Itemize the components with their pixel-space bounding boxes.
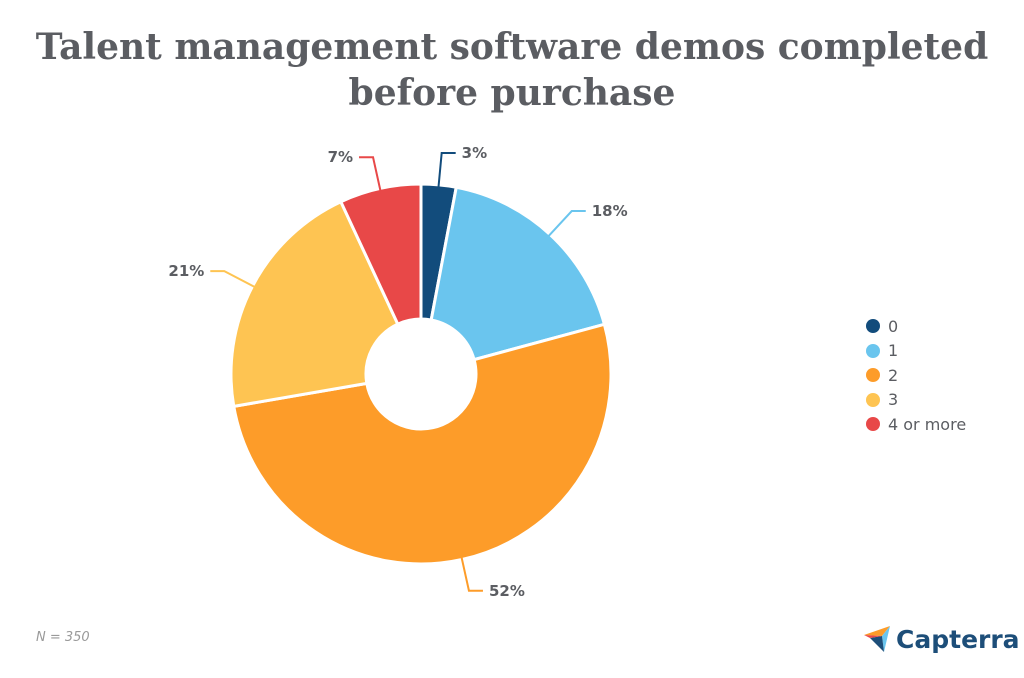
legend-swatch bbox=[866, 343, 880, 358]
data-label: 3% bbox=[462, 144, 487, 162]
slice-2 bbox=[232, 322, 613, 566]
legend-label: 0 bbox=[888, 316, 899, 336]
legend-swatch bbox=[866, 368, 880, 383]
chart-title: Talent management software demos complet… bbox=[35, 26, 989, 114]
capterra-logo: Capterra bbox=[862, 624, 1020, 654]
data-label: 18% bbox=[592, 202, 628, 220]
data-label: 21% bbox=[168, 262, 204, 280]
legend-swatch bbox=[866, 392, 880, 407]
legend-label: 1 bbox=[888, 341, 899, 361]
brand-name: Capterra bbox=[896, 624, 1020, 654]
legend-item: 0 bbox=[866, 314, 966, 339]
sample-size-note: N = 350 bbox=[36, 630, 90, 645]
legend-item: 1 bbox=[866, 339, 966, 364]
leader-line bbox=[546, 210, 586, 239]
leader-line bbox=[460, 555, 483, 592]
legend-item: 3 bbox=[866, 388, 966, 413]
legend-label: 3 bbox=[888, 390, 899, 410]
legend-label: 4 or more bbox=[888, 414, 967, 434]
slice-3 bbox=[229, 199, 400, 409]
legend-swatch bbox=[866, 417, 880, 432]
leader-line bbox=[359, 156, 382, 193]
leader-line bbox=[210, 270, 257, 289]
legend-item: 4 or more bbox=[866, 412, 966, 437]
leader-line bbox=[437, 151, 456, 189]
legend-label: 2 bbox=[888, 365, 899, 385]
data-label: 7% bbox=[328, 148, 353, 166]
slice-1 bbox=[429, 185, 607, 362]
capterra-logo-icon bbox=[864, 626, 890, 652]
legend: 0 1 2 3 4 or more bbox=[866, 314, 966, 437]
legend-item: 2 bbox=[866, 363, 966, 388]
legend-swatch bbox=[866, 319, 880, 334]
slice-4-or-more bbox=[338, 182, 423, 327]
data-label: 52% bbox=[489, 582, 525, 600]
